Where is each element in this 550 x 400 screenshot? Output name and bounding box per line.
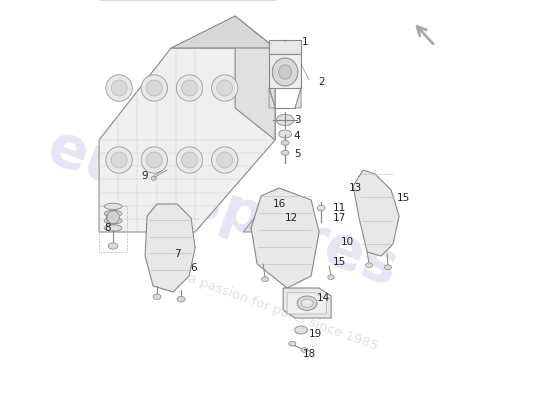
Polygon shape (353, 170, 399, 256)
Ellipse shape (301, 348, 309, 352)
Ellipse shape (146, 80, 162, 96)
Ellipse shape (177, 296, 185, 302)
Ellipse shape (384, 265, 392, 270)
Ellipse shape (151, 176, 156, 180)
Text: 17: 17 (332, 213, 346, 223)
Polygon shape (235, 16, 275, 140)
Ellipse shape (289, 341, 296, 346)
Ellipse shape (106, 75, 133, 101)
Ellipse shape (146, 152, 162, 168)
Ellipse shape (272, 58, 298, 86)
Text: 11: 11 (332, 203, 346, 213)
Ellipse shape (295, 326, 307, 334)
Ellipse shape (182, 152, 197, 168)
Bar (99, 206, 127, 252)
Text: 13: 13 (349, 183, 362, 193)
Ellipse shape (281, 150, 289, 155)
Text: 2: 2 (318, 77, 324, 87)
Text: 19: 19 (309, 329, 322, 339)
Text: 16: 16 (272, 199, 285, 209)
Ellipse shape (111, 152, 127, 168)
Text: 8: 8 (104, 223, 111, 233)
Text: 4: 4 (294, 131, 300, 141)
Ellipse shape (279, 130, 292, 138)
Ellipse shape (111, 80, 127, 96)
Polygon shape (269, 54, 301, 88)
Ellipse shape (153, 294, 161, 300)
Ellipse shape (366, 263, 373, 268)
Text: 15: 15 (332, 257, 346, 267)
Ellipse shape (177, 147, 203, 173)
Polygon shape (171, 16, 275, 48)
Text: 3: 3 (294, 115, 300, 125)
Ellipse shape (177, 75, 203, 101)
Ellipse shape (107, 211, 119, 224)
Polygon shape (295, 88, 301, 108)
Text: 14: 14 (316, 293, 329, 303)
Polygon shape (269, 88, 275, 108)
Ellipse shape (276, 114, 294, 126)
Text: 5: 5 (294, 149, 300, 159)
Ellipse shape (217, 152, 233, 168)
Ellipse shape (317, 205, 325, 211)
Ellipse shape (106, 147, 133, 173)
Ellipse shape (104, 210, 122, 217)
Ellipse shape (104, 203, 122, 210)
Polygon shape (287, 293, 326, 314)
Text: 7: 7 (174, 249, 180, 259)
Text: 6: 6 (190, 263, 196, 273)
Ellipse shape (297, 296, 317, 310)
Text: 10: 10 (340, 237, 354, 247)
Polygon shape (243, 192, 275, 232)
Text: 12: 12 (284, 213, 298, 223)
Text: eurospares: eurospares (40, 118, 406, 298)
Ellipse shape (104, 225, 122, 231)
Ellipse shape (217, 80, 233, 96)
Ellipse shape (141, 147, 168, 173)
Text: 18: 18 (302, 349, 316, 359)
Text: 1: 1 (302, 37, 309, 47)
Ellipse shape (301, 299, 313, 307)
Ellipse shape (141, 75, 168, 101)
Ellipse shape (182, 80, 197, 96)
Ellipse shape (104, 218, 122, 224)
Polygon shape (145, 204, 195, 292)
Polygon shape (99, 48, 275, 232)
Text: 15: 15 (397, 193, 410, 203)
Ellipse shape (108, 243, 118, 249)
Ellipse shape (281, 140, 289, 145)
Ellipse shape (328, 275, 334, 280)
Text: 9: 9 (142, 171, 148, 181)
Polygon shape (269, 40, 301, 54)
Ellipse shape (279, 65, 292, 79)
Text: a passion for parts since 1985: a passion for parts since 1985 (186, 272, 380, 352)
Ellipse shape (212, 75, 238, 101)
Ellipse shape (212, 147, 238, 173)
Polygon shape (251, 188, 319, 288)
Polygon shape (283, 288, 331, 318)
Ellipse shape (261, 277, 269, 282)
